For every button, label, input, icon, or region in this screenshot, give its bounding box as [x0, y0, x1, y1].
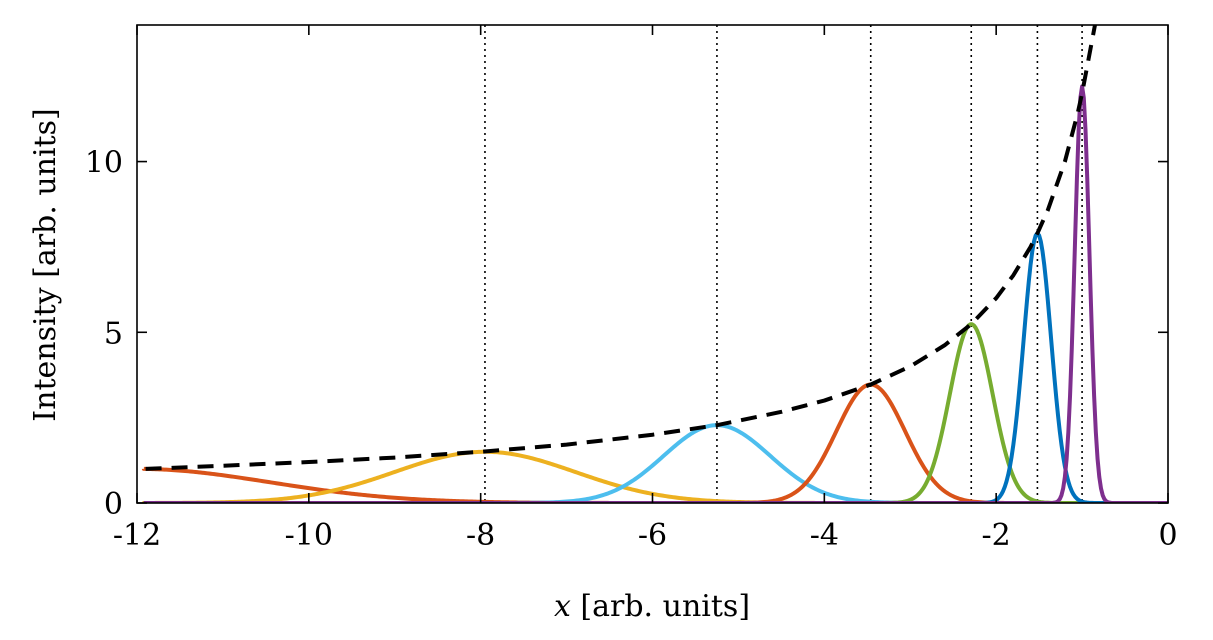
x-tick-label: -12 [113, 518, 161, 553]
peak-series-1 [141, 449, 1168, 503]
x-axis-units: [arb. units] [571, 589, 750, 624]
axes: -12 -10 -8 -6 -4 -2 0 0 5 10 [85, 24, 1178, 553]
plot-series-group [141, 25, 1168, 503]
x-axis-title: x [arb. units] [554, 589, 750, 624]
plot-area [141, 25, 1168, 503]
peak-series-4 [143, 322, 1168, 503]
y-axis-title: Intensity [arb. units] [28, 108, 63, 421]
envelope-series [145, 25, 1097, 471]
x-axis-variable: x [554, 589, 571, 624]
x-tick-label: -10 [285, 518, 333, 553]
peak-series-2 [143, 423, 1168, 503]
y-tick-label: 10 [85, 146, 123, 181]
y-tick-label: 0 [104, 487, 123, 522]
x-tick-label: -4 [810, 518, 839, 553]
y-tick-label: 5 [104, 316, 123, 351]
x-tick-label: -8 [466, 518, 495, 553]
x-tick-label: -2 [982, 518, 1011, 553]
x-tick-label: -6 [638, 518, 667, 553]
x-tick-label: 0 [1158, 518, 1177, 553]
peak-series-5 [143, 231, 1168, 503]
